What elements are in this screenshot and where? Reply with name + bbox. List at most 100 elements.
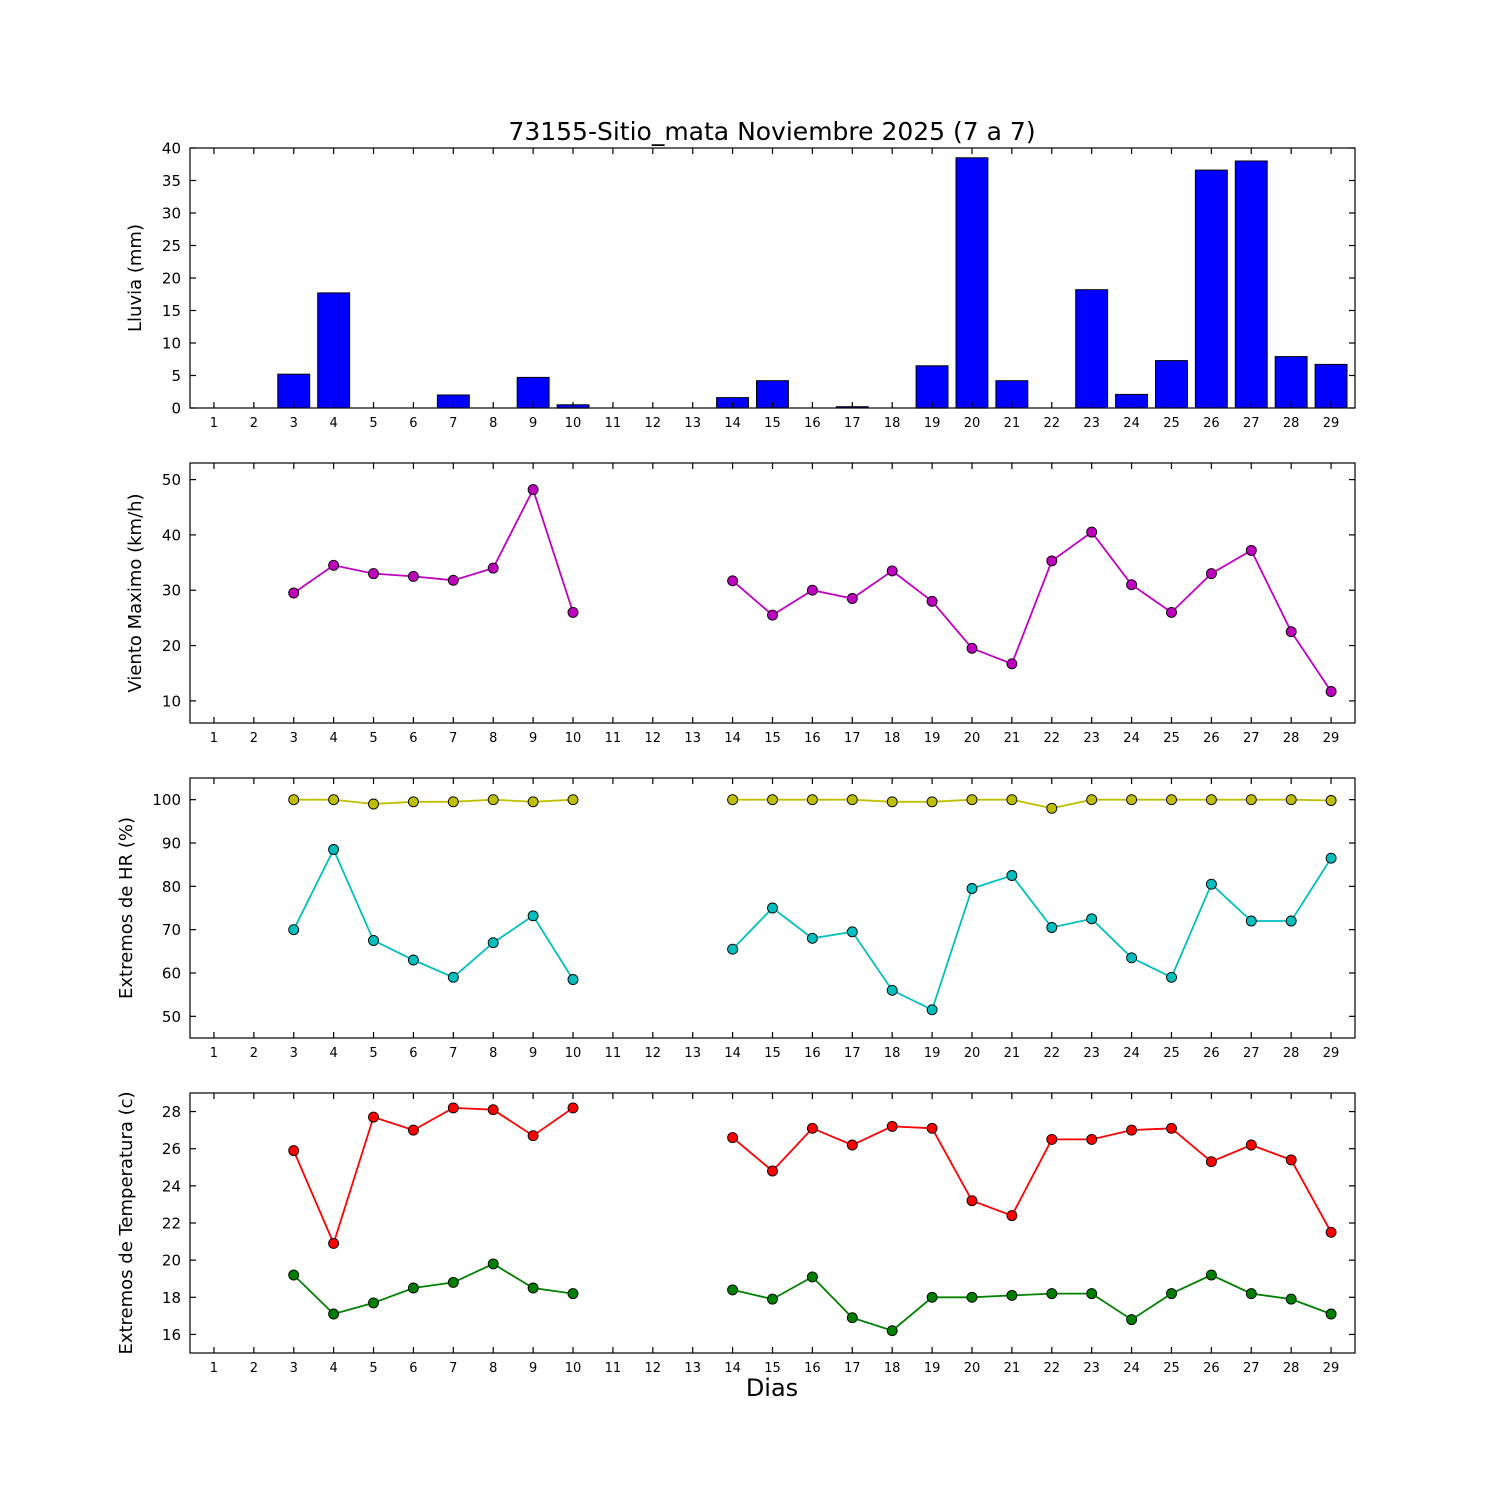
y-tick-label: 30 [162, 582, 181, 600]
x-tick-label: 24 [1123, 416, 1140, 431]
x-tick-label: 20 [964, 1046, 981, 1061]
viento-maximo-marker-day-16 [806, 584, 818, 596]
x-tick-label: 1 [210, 1361, 218, 1376]
temperatura-minima-marker-day-27 [1245, 1288, 1257, 1300]
temperatura-maxima-marker-day-26 [1205, 1156, 1217, 1168]
hr-minima-marker-day-7 [447, 971, 459, 983]
y-tick-label: 10 [162, 335, 181, 353]
x-tick-label: 25 [1163, 1046, 1180, 1061]
y-tick-label: 60 [162, 965, 181, 983]
x-tick-label: 20 [964, 1361, 981, 1376]
hr-minima-marker-day-21 [1006, 870, 1018, 881]
x-tick-label: 16 [804, 1361, 821, 1376]
temperatura-minima-marker-day-16 [806, 1271, 818, 1283]
temperatura-minima-marker-day-24 [1126, 1314, 1138, 1326]
hr-maxima-marker-day-25 [1166, 794, 1177, 806]
temperatura-maxima-marker-day-8 [487, 1104, 499, 1116]
x-tick-label: 7 [449, 416, 457, 431]
hr-minima-marker-day-29 [1325, 852, 1337, 864]
x-tick-label: 13 [684, 731, 701, 746]
x-tick-label: 28 [1283, 1046, 1300, 1061]
x-tick-label: 27 [1243, 1046, 1260, 1061]
hr-minima-marker-day-17 [846, 926, 858, 938]
x-tick-label: 19 [924, 1361, 941, 1376]
x-tick-label: 5 [369, 416, 377, 431]
temperatura-minima-marker-day-22 [1046, 1288, 1058, 1300]
temperatura-minima-marker-day-21 [1006, 1289, 1018, 1301]
temperatura-maxima-line [732, 1125, 1332, 1233]
temperatura-minima-marker-day-29 [1325, 1308, 1337, 1320]
y-tick-label: 28 [162, 1103, 181, 1121]
temperatura-maxima-marker-day-17 [846, 1139, 858, 1151]
x-tick-label: 29 [1323, 416, 1340, 431]
hr-maxima-marker-day-10 [567, 794, 579, 806]
temperatura-maxima-marker-day-23 [1086, 1133, 1098, 1145]
hr-maxima-marker-day-6 [407, 796, 419, 808]
y-tick-label: 15 [162, 302, 181, 320]
temperatura-maxima-marker-day-9 [527, 1130, 539, 1142]
y-axis-label-viento: Viento Maximo (km/h) [125, 493, 146, 692]
temperatura-minima-marker-day-14 [727, 1284, 739, 1296]
hr-minima-marker-day-4 [328, 844, 340, 855]
x-tick-label: 9 [529, 416, 537, 431]
hr-maxima-marker-day-27 [1245, 794, 1257, 806]
hr-maxima-marker-day-18 [886, 796, 898, 808]
x-tick-label: 28 [1283, 1361, 1300, 1376]
viento-maximo-marker-day-29 [1325, 686, 1337, 697]
y-axis-label-hr: Extremos de HR (%) [116, 817, 137, 999]
hr-minima-marker-day-22 [1046, 922, 1058, 933]
temperatura-minima-marker-day-25 [1166, 1288, 1177, 1300]
x-tick-label: 27 [1243, 1361, 1260, 1376]
lluvia-bar-day-26 [1194, 169, 1228, 409]
x-tick-label: 29 [1323, 731, 1340, 746]
viento-maximo-marker-day-26 [1205, 568, 1217, 580]
y-tick-label: 30 [162, 205, 181, 223]
lluvia-bar-day-28 [1274, 356, 1308, 409]
hr-minima-marker-day-25 [1166, 971, 1177, 983]
y-tick-label: 90 [162, 835, 181, 853]
temperatura-maxima-marker-day-5 [368, 1111, 379, 1123]
hr-maxima-marker-day-15 [767, 794, 778, 806]
hr-maxima-marker-day-23 [1086, 794, 1098, 806]
lluvia-bar-day-20 [955, 157, 989, 409]
x-tick-label: 4 [329, 1046, 337, 1061]
y-tick-label: 22 [162, 1215, 181, 1233]
x-tick-label: 10 [565, 1361, 582, 1376]
y-tick-label: 16 [162, 1326, 181, 1344]
x-tick-label: 9 [529, 731, 537, 746]
viento-maximo-marker-day-10 [567, 606, 579, 618]
x-tick-label: 12 [645, 1046, 662, 1061]
x-tick-label: 3 [290, 416, 298, 431]
hr-maxima-marker-day-21 [1006, 794, 1018, 806]
x-tick-label: 7 [449, 1046, 457, 1061]
viento-maximo-marker-day-27 [1245, 544, 1257, 556]
temperatura-minima-marker-day-3 [288, 1269, 300, 1281]
y-axis-label-lluvia: Lluvia (mm) [125, 224, 146, 332]
temperatura-maxima-marker-day-14 [727, 1132, 739, 1144]
x-tick-label: 25 [1163, 1361, 1180, 1376]
hr-maxima-marker-day-8 [487, 794, 499, 806]
temperatura-maxima-marker-day-4 [328, 1237, 340, 1249]
temperatura-maxima-marker-day-18 [886, 1120, 898, 1132]
x-tick-label: 23 [1083, 1046, 1100, 1061]
x-tick-label: 14 [724, 731, 741, 746]
temperatura-maxima-marker-day-20 [966, 1195, 978, 1207]
y-tick-label: 20 [162, 270, 181, 288]
x-tick-label: 11 [605, 731, 622, 746]
viento-maximo-marker-day-21 [1006, 658, 1018, 670]
viento-maximo-marker-day-14 [727, 575, 739, 587]
viento-maximo-line [293, 487, 574, 613]
x-tick-label: 16 [804, 416, 821, 431]
temperatura-maxima-marker-day-29 [1325, 1226, 1337, 1238]
temperatura-minima-line [732, 1274, 1332, 1332]
temperatura-maxima-marker-day-3 [288, 1145, 300, 1157]
viento-maximo-marker-day-25 [1166, 606, 1177, 618]
y-tick-label: 80 [162, 878, 181, 896]
viento-maximo-marker-day-17 [846, 593, 858, 604]
temperatura-maxima-marker-day-22 [1046, 1133, 1058, 1145]
hr-maxima-marker-day-5 [368, 798, 379, 810]
x-tick-label: 18 [884, 1046, 901, 1061]
temperatura-minima-marker-day-5 [368, 1297, 379, 1309]
